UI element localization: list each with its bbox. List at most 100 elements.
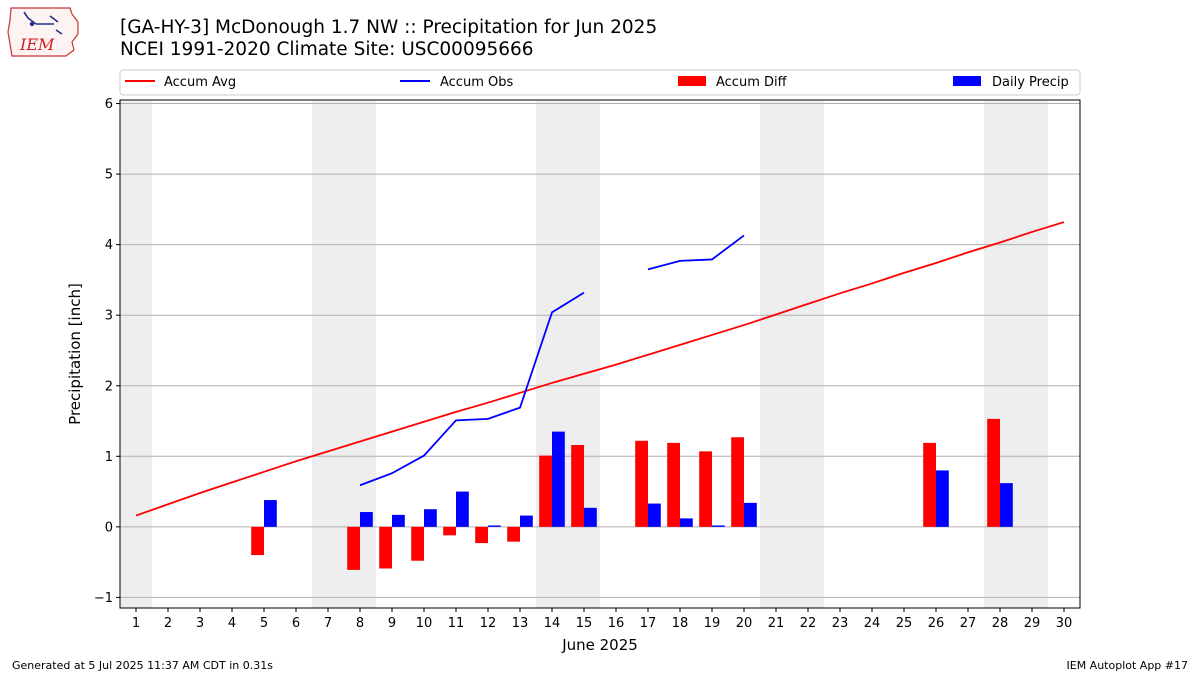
daily-precip-bar	[712, 525, 725, 527]
accum-diff-bar	[475, 526, 488, 544]
daily-precip-bar	[456, 491, 469, 527]
accum-diff-bar	[731, 437, 744, 527]
x-tick-label: 14	[544, 616, 561, 631]
legend-label-daily-precip: Daily Precip	[992, 75, 1069, 90]
accum-obs-line	[359, 291, 585, 487]
x-tick-label: 30	[1056, 616, 1073, 631]
x-tick-label: 23	[832, 616, 849, 631]
x-tick-label: 26	[928, 616, 945, 631]
accum-diff-bar	[667, 442, 680, 527]
weekend-shade	[568, 100, 600, 608]
y-tick-label: 2	[105, 379, 113, 394]
x-tick-label: 12	[480, 616, 497, 631]
y-tick-label: 1	[105, 450, 113, 465]
daily-precip-bar	[1000, 483, 1013, 527]
daily-precip-bar	[360, 512, 373, 527]
x-tick-label: 1	[132, 616, 140, 631]
x-tick-label: 29	[1024, 616, 1041, 631]
x-tick-label: 20	[736, 616, 753, 631]
accum-obs-line	[647, 234, 745, 271]
weekend-shade	[1016, 100, 1048, 608]
logo-text: IEM	[19, 35, 55, 54]
x-axis-ticks: 1 2 3 4 5 6 7 8 9 10 11 12 13 14 15 16 17 18 19 20 21 22 23 24 2…	[132, 608, 1072, 631]
weekend-shade	[792, 100, 824, 608]
grid-lines	[120, 103, 1080, 598]
y-tick-label: 3	[105, 309, 113, 324]
accum-diff-bar	[411, 526, 424, 561]
x-tick-label: 4	[228, 616, 236, 631]
accum-diff-bar	[571, 445, 584, 527]
weekend-shade	[536, 100, 568, 608]
daily-precip-bar	[648, 503, 661, 527]
weekend-shade	[120, 100, 152, 608]
station-dot-icon	[29, 21, 35, 27]
x-tick-label: 28	[992, 616, 1009, 631]
daily-precip-bar	[264, 500, 277, 527]
y-axis-ticks: −1 0 1 2 3 4 5 6	[94, 97, 120, 606]
x-axis-label: June 2025	[561, 636, 638, 654]
accum-avg-line	[135, 221, 1065, 517]
daily-precip-bar	[520, 515, 533, 527]
x-tick-label: 16	[608, 616, 625, 631]
x-tick-label: 2	[164, 616, 172, 631]
daily-precip-bar	[584, 507, 597, 527]
x-tick-label: 3	[196, 616, 204, 631]
legend-label-accum-obs: Accum Obs	[440, 75, 513, 90]
lines	[135, 221, 1065, 517]
y-axis-label: Precipitation [inch]	[66, 283, 84, 425]
y-tick-label: 5	[105, 168, 113, 183]
x-tick-label: 6	[292, 616, 300, 631]
accum-diff-bar	[507, 526, 520, 542]
accum-diff-bar	[443, 526, 456, 536]
accum-diff-bar	[923, 442, 936, 527]
accum-diff-bar	[987, 418, 1000, 527]
daily-precip-bar	[392, 514, 405, 527]
chart-title: [GA-HY-3] McDonough 1.7 NW :: Precipitat…	[120, 17, 658, 38]
x-tick-label: 18	[672, 616, 689, 631]
x-tick-label: 8	[356, 616, 364, 631]
x-tick-label: 24	[864, 616, 881, 631]
legend-label-accum-diff: Accum Diff	[716, 75, 788, 90]
weather-station-icon	[23, 11, 63, 35]
legend-label-accum-avg: Accum Avg	[164, 75, 236, 90]
accum-diff-bar	[539, 455, 552, 527]
legend-swatch-accum-diff	[678, 76, 706, 86]
y-tick-label: −1	[94, 591, 113, 606]
x-tick-label: 7	[324, 616, 332, 631]
x-tick-label: 19	[704, 616, 721, 631]
legend-swatch-daily-precip	[953, 76, 981, 86]
daily-precip-bar	[424, 509, 437, 527]
y-tick-label: 6	[105, 97, 113, 112]
x-tick-label: 27	[960, 616, 977, 631]
x-tick-label: 21	[768, 616, 785, 631]
bars	[251, 418, 1013, 570]
x-tick-label: 22	[800, 616, 817, 631]
legend: Accum Avg Accum Obs Accum Diff Daily Pre…	[119, 69, 1081, 96]
daily-precip-bar	[744, 502, 757, 527]
x-tick-label: 10	[416, 616, 433, 631]
iowa-outline-icon	[7, 7, 79, 57]
x-tick-label: 15	[576, 616, 593, 631]
generated-timestamp: Generated at 5 Jul 2025 11:37 AM CDT in …	[12, 659, 273, 672]
x-tick-label: 11	[448, 616, 465, 631]
weekend-shade	[312, 100, 344, 608]
x-tick-label: 9	[388, 616, 396, 631]
weekend-shade	[760, 100, 792, 608]
daily-precip-bar	[552, 431, 565, 527]
accum-diff-bar	[347, 526, 360, 570]
x-tick-label: 25	[896, 616, 913, 631]
plot-frame	[119, 99, 1081, 609]
weekend-shade	[984, 100, 1016, 608]
x-tick-label: 5	[260, 616, 268, 631]
legend-box	[119, 69, 1081, 96]
accum-diff-bar	[379, 526, 392, 569]
x-tick-label: 17	[640, 616, 657, 631]
accum-diff-bar	[251, 526, 264, 556]
accum-diff-bar	[635, 440, 648, 527]
x-tick-label: 13	[512, 616, 529, 631]
app-credit: IEM Autoplot App #17	[1066, 659, 1189, 672]
daily-precip-bar	[488, 525, 501, 527]
daily-precip-bar	[936, 470, 949, 527]
iem-logo: IEM	[7, 7, 79, 57]
